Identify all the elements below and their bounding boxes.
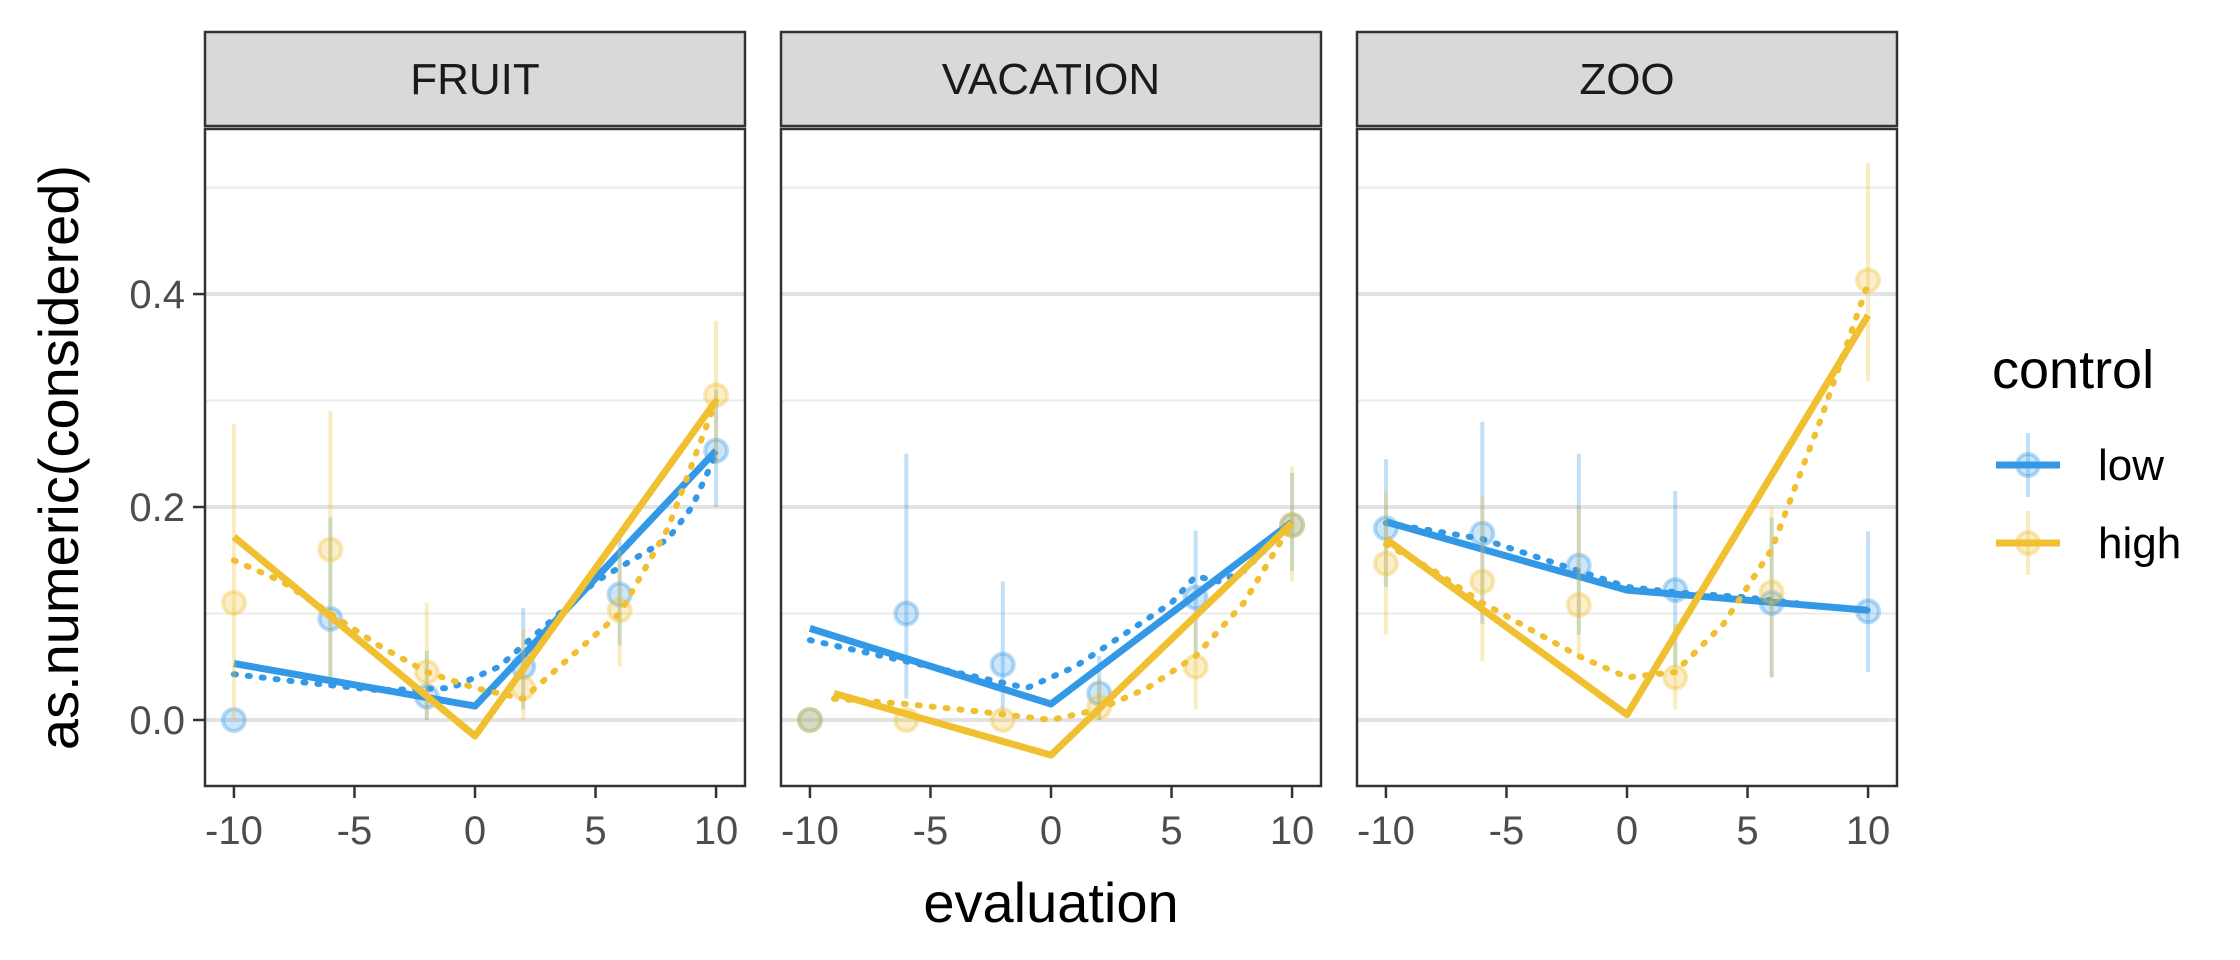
fit-line-solid	[1384, 518, 1869, 614]
facet-strip	[1355, 30, 1899, 128]
legend-entry-low: low	[1996, 433, 2164, 497]
fit-line-solid	[833, 520, 1295, 759]
data-point	[220, 589, 247, 616]
fit-line-solid	[808, 519, 1295, 708]
x-tick-label: 10	[694, 809, 739, 853]
x-tick-label: 10	[1846, 809, 1891, 853]
data-point	[220, 706, 247, 733]
x-tick-label: 5	[1736, 809, 1758, 853]
x-tick-label: 0	[1616, 809, 1638, 853]
legend-label: low	[2098, 441, 2164, 490]
fit-line-solid	[1383, 313, 1872, 719]
series-high	[1372, 163, 1882, 719]
y-tick-label: 0.4	[129, 273, 185, 317]
plot-background	[205, 129, 745, 786]
x-tick-label: -5	[1489, 809, 1525, 853]
series-high	[796, 466, 1306, 759]
series-high	[220, 320, 730, 740]
facet-strip	[779, 30, 1323, 128]
x-tick-label: 0	[1040, 809, 1062, 853]
fit-line-solid	[233, 448, 719, 710]
panel-zoo: ZOO -10 -5 0 5 10	[1355, 30, 1899, 853]
facet-title: ZOO	[1579, 55, 1674, 104]
data-point	[1372, 550, 1399, 577]
panel-fruit: FRUIT -10 -5 0 5 10	[203, 30, 747, 853]
data-point	[989, 651, 1016, 678]
facet-title: VACATION	[942, 55, 1160, 104]
y-axis: 0.0 0.2 0.4	[129, 273, 205, 743]
data-point	[1565, 591, 1592, 618]
x-tick-label: -10	[781, 809, 839, 853]
panel-vacation: VACATION -10 -5 0 5 10	[779, 30, 1323, 853]
data-point	[893, 600, 920, 627]
series-low	[796, 453, 1306, 733]
panels-layer: FRUIT -10 -5 0 5 10 VACATION -10 -5 0 5 10 ZOO -10 -5 0…	[203, 30, 1899, 853]
plot-background	[781, 129, 1321, 786]
facet-title: FRUIT	[410, 55, 540, 104]
data-point	[1469, 568, 1496, 595]
data-point	[1469, 520, 1496, 547]
x-tick-label: 5	[1160, 809, 1182, 853]
plot-background	[1357, 129, 1897, 786]
legend-title: control	[1992, 340, 2154, 400]
data-point	[796, 706, 823, 733]
legend: control low high	[1992, 340, 2181, 575]
x-tick-label: 5	[584, 809, 606, 853]
y-tick-label: 0.2	[129, 486, 185, 530]
x-tick-label: -10	[1357, 809, 1415, 853]
fit-line-solid	[231, 398, 719, 740]
legend-entry-high: high	[1996, 511, 2181, 575]
data-point	[1662, 664, 1689, 691]
data-point	[796, 706, 823, 733]
x-tick-label: -10	[205, 809, 263, 853]
data-point	[317, 536, 344, 563]
data-point	[1758, 579, 1785, 606]
x-tick-label: 0	[464, 809, 486, 853]
fit-line-dotted	[230, 450, 720, 694]
legend-label: high	[2098, 519, 2181, 568]
y-axis-title: as.numeric(considered)	[27, 165, 90, 750]
x-tick-label: 10	[1270, 809, 1315, 853]
data-point	[989, 706, 1016, 733]
x-tick-label: -5	[337, 809, 373, 853]
x-tick-label: -5	[913, 809, 949, 853]
y-tick-label: 0.0	[129, 699, 185, 743]
facet-strip	[203, 30, 747, 128]
x-axis-title: evaluation	[923, 871, 1178, 934]
